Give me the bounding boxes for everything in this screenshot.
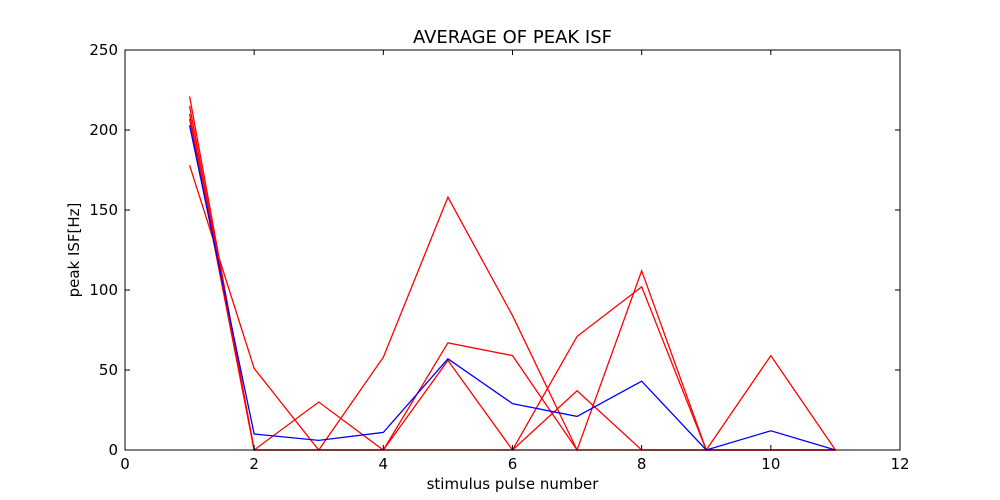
x-tick-label: 2 (249, 455, 259, 473)
chart-title: AVERAGE OF PEAK ISF (413, 27, 612, 48)
x-axis-ticks: 0 2 4 6 8 10 12 (120, 50, 910, 473)
series-line-3 (188, 113, 836, 451)
series-line-5 (188, 118, 836, 452)
plot-frame (124, 49, 901, 451)
x-tick-label: 8 (637, 455, 647, 473)
x-tick-label: 0 (120, 455, 130, 473)
series-line-2 (188, 105, 836, 452)
series-line-6 (188, 125, 836, 451)
y-tick-label: 250 (89, 41, 118, 59)
series-lines (188, 96, 836, 452)
y-tick-label: 0 (108, 441, 118, 459)
y-tick-label: 50 (99, 361, 118, 379)
y-tick-label: 150 (89, 201, 118, 219)
y-axis-ticks: 0 50 100 150 200 250 (89, 41, 900, 459)
y-tick-label: 100 (89, 281, 118, 299)
series-line-4 (188, 165, 836, 452)
x-tick-label: 12 (890, 455, 909, 473)
y-tick-label: 200 (89, 121, 118, 139)
x-tick-label: 6 (508, 455, 518, 473)
x-tick-label: 4 (379, 455, 389, 473)
y-axis-label: peak ISF[Hz] (65, 203, 83, 298)
series-line-1 (188, 96, 836, 451)
x-axis-label: stimulus pulse number (427, 475, 600, 493)
x-tick-label: 10 (761, 455, 780, 473)
